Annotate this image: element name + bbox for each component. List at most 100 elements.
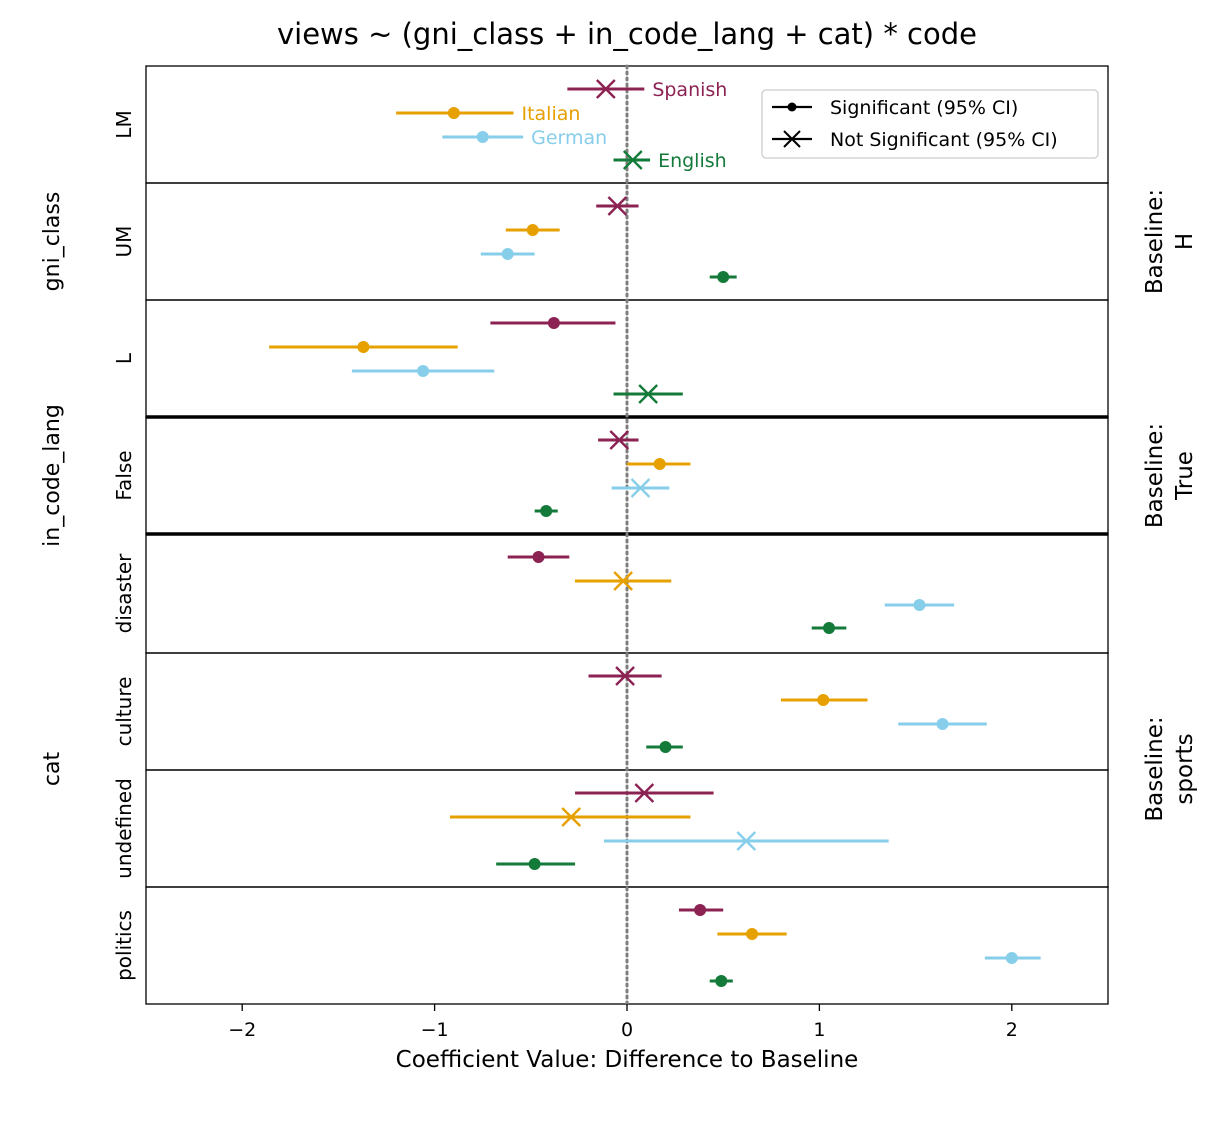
legend-label: Significant (95% CI) — [830, 97, 1018, 119]
group-label-gni-class: gni_class — [40, 192, 65, 292]
legend-item-significant-95-ci: Significant (95% CI) — [772, 97, 1018, 119]
point-culture-italian — [780, 694, 868, 706]
point-lm-english — [613, 150, 651, 170]
baseline-line: Baseline: — [1142, 189, 1168, 294]
point-politics-german — [984, 952, 1041, 964]
x-tick-label: −1 — [421, 1019, 449, 1041]
point-undefined-spanish-x-stroke-b — [634, 783, 655, 803]
point-lm-italian — [396, 107, 514, 119]
legend-box — [761, 89, 1099, 159]
legend-x-marker-b — [783, 130, 801, 148]
point-um-italian-dot — [526, 224, 539, 236]
point-false-english — [534, 505, 558, 517]
baseline-line: sports — [1172, 733, 1198, 804]
row-label-um: UM — [112, 226, 136, 258]
row-label-disaster: disaster — [112, 553, 136, 633]
point-lm-german-dot — [476, 131, 489, 143]
point-disaster-spanish-dot — [532, 551, 545, 563]
point-l-german — [351, 365, 495, 377]
point-disaster-german — [884, 599, 955, 611]
x-tick-label: −2 — [228, 1019, 256, 1041]
point-politics-spanish-dot — [694, 904, 707, 916]
point-culture-german — [898, 718, 987, 730]
point-undefined-german — [603, 831, 889, 851]
point-false-italian-dot — [653, 458, 666, 470]
point-culture-spanish-x-stroke-b — [615, 666, 635, 686]
point-politics-italian-dot — [746, 928, 759, 940]
point-disaster-spanish — [507, 551, 570, 563]
baseline-line: H — [1172, 233, 1198, 250]
point-politics-spanish — [678, 904, 724, 916]
legend-item-not-significant-95-ci: Not Significant (95% CI) — [772, 129, 1058, 151]
point-disaster-german-dot — [913, 599, 926, 611]
point-um-italian — [505, 224, 560, 236]
point-politics-english-dot — [715, 975, 728, 987]
baseline-line: Baseline: — [1142, 716, 1168, 821]
point-false-german-x-stroke-b — [630, 478, 651, 498]
point-undefined-italian-x-stroke-b — [561, 807, 582, 827]
point-undefined-german-x-stroke-b — [736, 831, 757, 851]
point-lm-english-x-stroke-b — [622, 150, 643, 170]
point-false-english-dot — [540, 505, 553, 517]
baseline-label-cat: Baseline: sports — [1142, 716, 1198, 821]
point-culture-german-dot — [936, 718, 949, 730]
point-undefined-english-dot — [528, 858, 541, 870]
group-label-in-code-lang: in_code_lang — [40, 404, 65, 547]
baseline-label-gni-class: Baseline: H — [1142, 189, 1198, 294]
series-label-spanish: Spanish — [652, 79, 727, 101]
point-culture-italian-dot — [817, 694, 830, 706]
series-label-german: German — [531, 127, 607, 149]
point-false-italian — [627, 458, 691, 470]
point-l-italian — [269, 341, 458, 353]
legend-label: Not Significant (95% CI) — [830, 129, 1058, 151]
row-label-false: False — [112, 450, 136, 500]
point-lm-italian-dot — [447, 107, 460, 119]
point-um-german — [480, 248, 535, 260]
point-um-spanish-x-stroke-b — [607, 196, 628, 216]
baseline-line: Baseline: — [1142, 423, 1168, 528]
point-um-english-dot — [717, 271, 730, 283]
point-politics-english — [709, 975, 733, 987]
data-marks — [269, 79, 1041, 987]
baseline-label-in-code-lang: Baseline: True — [1142, 423, 1198, 528]
x-axis-label: Coefficient Value: Difference to Baselin… — [396, 1047, 859, 1073]
point-false-spanish — [598, 430, 639, 450]
point-lm-spanish — [567, 79, 645, 99]
point-disaster-english — [811, 622, 847, 634]
series-label-italian: Italian — [521, 103, 580, 125]
point-undefined-italian — [449, 807, 691, 827]
point-lm-spanish-x-stroke-b — [595, 79, 616, 99]
x-axis: −2 −1 0 1 2 — [228, 1004, 1018, 1041]
x-tick-label: 2 — [1006, 1019, 1018, 1041]
point-false-german — [611, 478, 670, 498]
point-culture-english-dot — [659, 741, 672, 753]
legend: Significant (95% CI) Not Significant (95%… — [761, 89, 1099, 159]
point-disaster-english-dot — [823, 622, 836, 634]
row-label-politics: politics — [112, 910, 136, 981]
point-undefined-spanish — [575, 783, 714, 803]
point-undefined-english — [496, 858, 576, 870]
legend-dot-marker — [787, 102, 797, 112]
row-label-lm: LM — [112, 110, 136, 138]
point-l-italian-dot — [357, 341, 370, 353]
point-lm-german — [442, 131, 524, 143]
point-disaster-italian-x-stroke-b — [613, 571, 634, 591]
point-um-english — [709, 271, 737, 283]
x-tick-label: 0 — [621, 1019, 633, 1041]
point-um-spanish — [596, 196, 639, 216]
row-label-undefined: undefined — [112, 778, 136, 879]
row-label-l: L — [112, 352, 136, 364]
point-l-spanish-dot — [547, 317, 560, 329]
x-tick-label: 1 — [813, 1019, 825, 1041]
point-disaster-italian — [575, 571, 672, 591]
point-um-german-dot — [501, 248, 514, 260]
point-politics-german-dot — [1005, 952, 1018, 964]
group-label-cat: cat — [40, 752, 65, 787]
point-culture-spanish — [588, 666, 662, 686]
point-l-german-dot — [417, 365, 430, 377]
row-label-culture: culture — [112, 677, 136, 747]
point-l-english-x-stroke-b — [638, 384, 659, 404]
